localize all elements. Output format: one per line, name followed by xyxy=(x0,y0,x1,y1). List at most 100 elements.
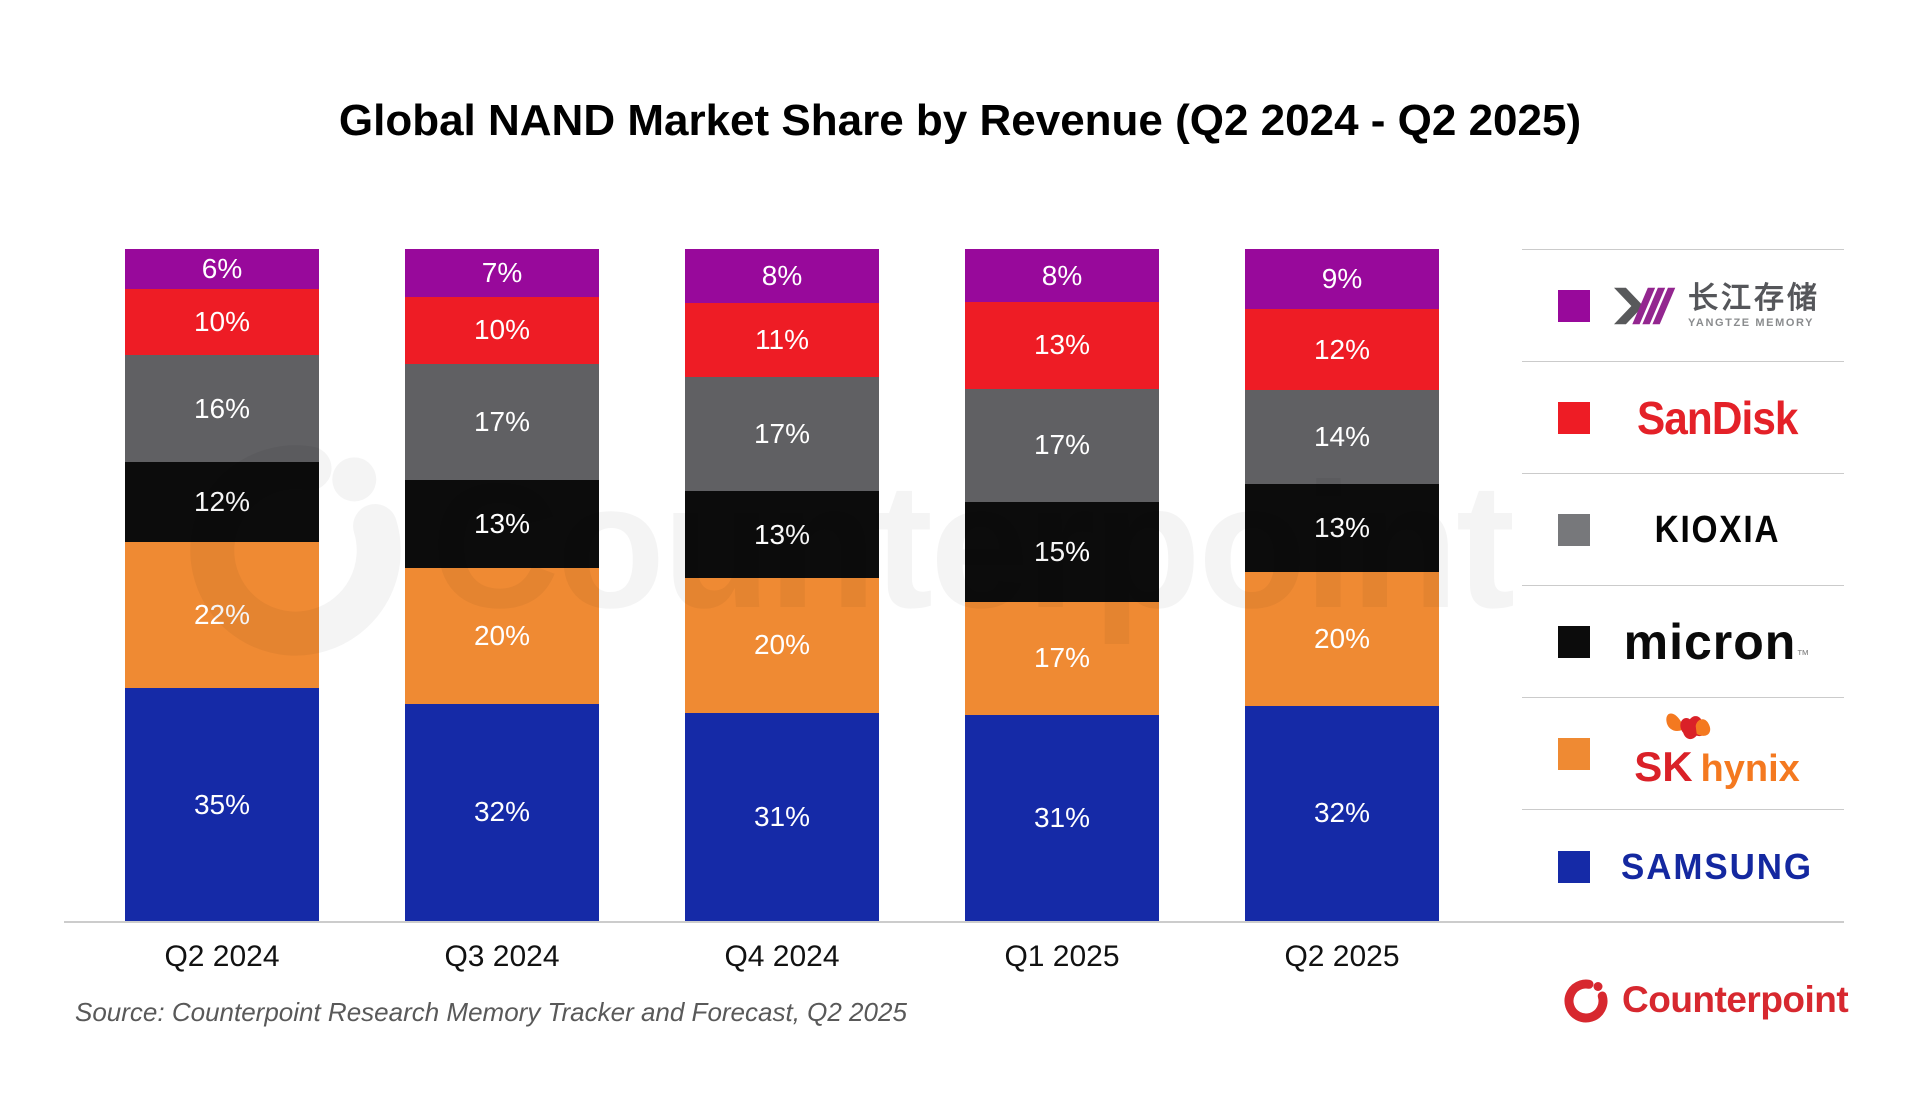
bar-segment-yangtze-memory: 8% xyxy=(685,249,879,303)
bar-segment-sandisk: 10% xyxy=(405,296,599,365)
samsung-logo: SAMSUNG xyxy=(1620,845,1814,887)
bar-segment-label: 9% xyxy=(1321,263,1363,295)
yangtze-memory-cn-text: 长江存储 xyxy=(1688,280,1820,316)
bar-segment-kioxia: 17% xyxy=(685,376,879,491)
x-axis-label-q1-2025: Q1 2025 xyxy=(1004,940,1120,973)
bar-segment-kioxia: 16% xyxy=(125,355,319,462)
bar-segment-sk-hynix: 20% xyxy=(685,578,879,713)
bar-segment-samsung: 32% xyxy=(405,703,599,921)
bar-segment-samsung: 31% xyxy=(965,714,1159,921)
bar-segment-label: 8% xyxy=(761,259,803,291)
yangtze-memory-logo-icon xyxy=(1614,287,1676,325)
bar-segment-micron: 15% xyxy=(965,501,1159,602)
bar-segment-label: 17% xyxy=(753,417,811,449)
legend-swatch-yangtze-memory xyxy=(1558,290,1590,322)
bar-segment-label: 16% xyxy=(193,392,251,424)
x-axis-label-q2-2024: Q2 2024 xyxy=(164,940,280,973)
bar-segment-label: 13% xyxy=(1313,511,1371,543)
x-axis-label-q3-2024: Q3 2024 xyxy=(444,940,560,973)
legend-swatch-kioxia xyxy=(1558,514,1590,546)
legend-swatch-samsung xyxy=(1558,850,1590,883)
stacked-bar-q3-2024: 7% 10% 17% 13% 20% 32% xyxy=(405,249,599,921)
bar-segment-micron: 13% xyxy=(1245,484,1439,572)
bar-segment-sk-hynix: 17% xyxy=(965,601,1159,715)
counterpoint-logo-icon xyxy=(1564,979,1608,1023)
bar-segment-label: 22% xyxy=(193,598,251,630)
bar-segment-samsung: 32% xyxy=(1245,705,1439,921)
bar-segment-samsung: 35% xyxy=(125,688,319,921)
legend-item-kioxia: KIOXIA xyxy=(1522,473,1844,586)
bar-segment-yangtze-memory: 6% xyxy=(125,249,319,289)
legend-swatch-micron xyxy=(1558,626,1590,658)
bar-segment-sandisk: 12% xyxy=(1245,309,1439,391)
legend-swatch-sandisk xyxy=(1558,402,1590,434)
legend: 长江存储 YANGTZE MEMORY SanDisk KIOXIA micro… xyxy=(1522,0,1844,1105)
bar-segment-label: 12% xyxy=(1313,333,1371,365)
bar-segment-label: 17% xyxy=(1033,429,1091,461)
bar-segment-label: 13% xyxy=(1033,329,1091,361)
legend-item-micron: micron™ xyxy=(1522,585,1844,698)
counterpoint-brand: Counterpoint xyxy=(1562,976,1849,1024)
bar-segment-micron: 12% xyxy=(125,461,319,542)
chart-title: Global NAND Market Share by Revenue (Q2 … xyxy=(338,96,1582,145)
sandisk-logo: SanDisk xyxy=(1636,392,1798,444)
sk-hynix-butterfly-icon xyxy=(1666,713,1711,740)
bar-segment-label: 8% xyxy=(1041,259,1083,291)
stacked-bar-q4-2024: 8% 11% 17% 13% 20% 31% xyxy=(685,249,879,921)
micron-logo: micron™ xyxy=(1624,617,1811,667)
bar-segment-sk-hynix: 22% xyxy=(125,541,319,689)
micron-logo-text: micron xyxy=(1623,614,1797,670)
bar-segment-label: 13% xyxy=(753,518,811,550)
bar-segment-label: 20% xyxy=(753,629,811,661)
yangtze-memory-en-text: YANGTZE MEMORY xyxy=(1688,316,1815,329)
bar-segment-label: 31% xyxy=(753,800,811,832)
bar-segment-label: 10% xyxy=(193,306,251,338)
legend-swatch-sk-hynix xyxy=(1558,738,1590,770)
bar-segment-micron: 13% xyxy=(685,490,879,579)
bar-segment-label: 17% xyxy=(473,406,531,438)
bar-segment-label: 15% xyxy=(1033,535,1091,567)
x-axis-line xyxy=(64,921,1844,923)
counterpoint-logo-text: Counterpoint xyxy=(1622,979,1849,1020)
bar-segment-label: 6% xyxy=(201,252,243,284)
bar-segment-label: 35% xyxy=(193,788,251,820)
bar-segment-sk-hynix: 20% xyxy=(405,568,599,704)
bar-segment-label: 14% xyxy=(1313,421,1371,453)
bar-segment-kioxia: 17% xyxy=(965,388,1159,502)
bar-segment-micron: 13% xyxy=(405,479,599,568)
bar-segment-yangtze-memory: 8% xyxy=(965,249,1159,303)
bar-segment-label: 10% xyxy=(473,314,531,346)
bar-segment-label: 12% xyxy=(193,485,251,517)
stacked-bar-q1-2025: 8% 13% 17% 15% 17% 31% xyxy=(965,249,1159,921)
kioxia-logo: KIOXIA xyxy=(1654,508,1780,551)
x-axis-label-q4-2024: Q4 2024 xyxy=(724,940,840,973)
bar-segment-label: 11% xyxy=(755,323,809,355)
bar-segment-label: 17% xyxy=(1033,642,1091,674)
bar-segment-sandisk: 11% xyxy=(685,302,879,377)
bar-segment-yangtze-memory: 7% xyxy=(405,249,599,297)
legend-item-sandisk: SanDisk xyxy=(1522,361,1844,474)
stacked-bar-q2-2024: 6% 10% 16% 12% 22% 35% xyxy=(125,249,319,921)
bar-segment-sandisk: 10% xyxy=(125,288,319,356)
bar-segment-label: 7% xyxy=(481,256,523,288)
stacked-bar-q2-2025: 9% 12% 14% 13% 20% 32% xyxy=(1245,249,1439,921)
bar-segment-kioxia: 17% xyxy=(405,364,599,480)
source-note: Source: Counterpoint Research Memory Tra… xyxy=(75,997,907,1027)
micron-tm: ™ xyxy=(1796,647,1811,662)
bar-segment-samsung: 31% xyxy=(685,712,879,921)
bar-segment-sk-hynix: 20% xyxy=(1245,571,1439,706)
x-axis-label-q2-2025: Q2 2025 xyxy=(1284,940,1400,973)
bar-segment-label: 31% xyxy=(1033,801,1091,833)
hynix-logo-text: hynix xyxy=(1700,748,1800,790)
bar-segment-sandisk: 13% xyxy=(965,302,1159,389)
legend-item-sk-hynix: SK hynix xyxy=(1522,697,1844,810)
legend-item-samsung: SAMSUNG xyxy=(1522,809,1844,923)
bar-segment-label: 13% xyxy=(473,507,531,539)
legend-item-yangtze-memory: 长江存储 YANGTZE MEMORY xyxy=(1522,249,1844,362)
bar-segment-label: 32% xyxy=(473,796,531,828)
sk-logo-text: SK xyxy=(1634,743,1693,790)
bar-segment-label: 32% xyxy=(1313,797,1371,829)
bar-segment-label: 20% xyxy=(473,619,531,651)
